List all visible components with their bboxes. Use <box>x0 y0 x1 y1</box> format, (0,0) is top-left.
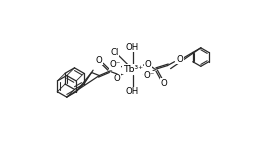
Text: OH: OH <box>125 43 139 52</box>
Text: Cl: Cl <box>110 48 119 57</box>
Text: OH: OH <box>125 87 139 96</box>
Text: O: O <box>113 74 120 83</box>
Text: O⁻: O⁻ <box>143 71 154 80</box>
Text: O: O <box>160 79 166 88</box>
Text: O: O <box>144 59 151 68</box>
Text: O⁻: O⁻ <box>109 60 120 69</box>
Text: Tb³⁺: Tb³⁺ <box>122 65 142 74</box>
Text: O: O <box>176 55 183 64</box>
Text: O: O <box>96 56 102 65</box>
